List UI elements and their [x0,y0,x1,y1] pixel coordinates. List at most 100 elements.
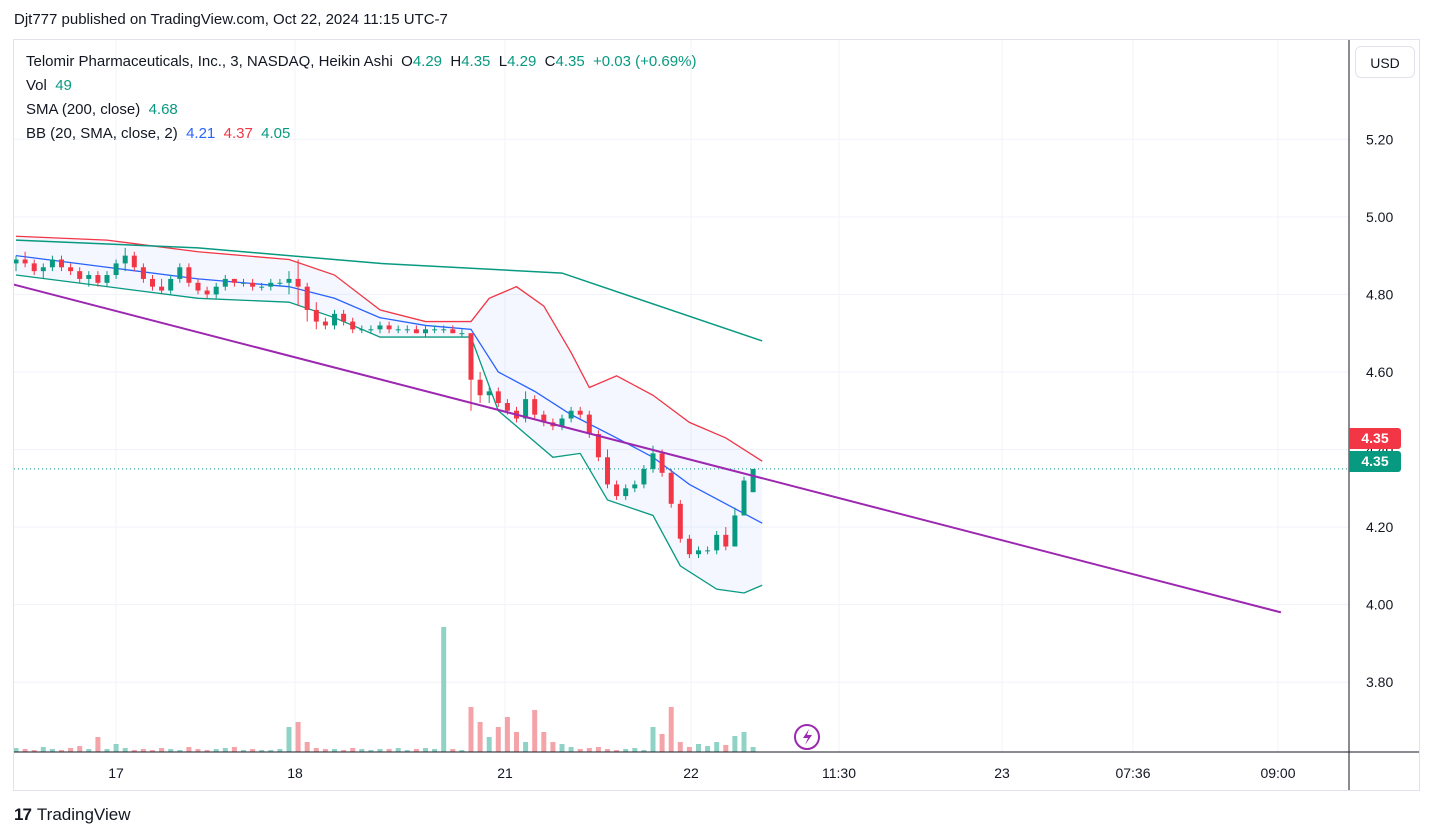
x-tick-label: 22 [683,765,699,781]
volume-bar [705,746,711,752]
volume-bar [159,748,165,752]
low-label: L [498,53,508,70]
candle-body [250,282,256,287]
volume-bar [459,750,465,752]
candle-body [495,391,501,403]
volume-bar [40,747,46,752]
volume-bar [14,748,19,752]
candle-body [350,321,356,330]
candle-body [386,325,392,330]
candle [241,278,246,287]
candle [22,251,28,268]
volume-bar [605,749,610,752]
candle-body [750,468,756,493]
candle [741,476,747,516]
candle-body [359,329,365,331]
candle [222,275,228,291]
candle-body [122,255,128,264]
candle [696,546,701,559]
bb-basis-value: 4.21 [186,125,216,142]
symbol-name: Telomir Pharmaceuticals, Inc., 3, NASDAQ… [26,53,393,70]
bb-lower-line [15,274,763,594]
candle-body [86,275,92,279]
sma-label: SMA (200, close) [26,101,141,118]
candle-body [468,333,474,380]
bb-fill [16,236,763,594]
candle-body [341,313,347,322]
candle [250,278,256,291]
volume-bar [268,750,274,752]
volume-bar [122,748,128,752]
candle [477,371,483,403]
candle [86,271,92,287]
candle [450,325,456,334]
chart-pane[interactable]: 5.20 5.00 4.80 4.60 4.40 4.20 4.00 3.80 17 18 21 22… [13,39,1420,791]
candle [204,286,210,299]
candle-body [404,329,410,331]
bb-label: BB (20, SMA, close, 2) [26,125,178,142]
candle-body [732,515,738,547]
volume-bar [386,749,392,752]
candle [131,251,137,272]
candle [177,263,183,283]
x-tick-label: 09:00 [1260,765,1295,781]
volume-bar [213,749,219,752]
candle [259,282,265,291]
volume-bar [504,717,510,752]
candle-body [186,267,192,283]
y-tick-label: 4.20 [1366,519,1393,535]
close-label: C [544,53,556,70]
volume-bar [31,750,37,752]
high-value: 4.35 [461,53,491,70]
candle-body [140,267,146,279]
candle [286,271,292,295]
candle [40,263,46,279]
candle [568,406,574,423]
volume-bar [686,747,692,752]
sma-value: 4.68 [148,101,178,118]
candle [31,259,37,276]
currency-button[interactable]: USD [1355,46,1415,78]
high-label: H [450,53,462,70]
candle-body [231,278,237,283]
candle-body [677,503,683,539]
volume-bar [277,749,283,752]
y-tick-label: 4.60 [1366,364,1393,380]
volume-bar [559,744,565,752]
candle [68,263,74,276]
candle-body [668,472,674,504]
volume-bar [195,749,201,752]
candle-body [559,418,565,427]
candle [104,271,110,287]
candle [77,267,83,283]
candle-body [641,468,647,485]
volume-bar [350,748,356,752]
candle-body [322,321,328,326]
candle [577,406,583,419]
trendline[interactable] [14,283,1282,614]
candle [714,530,720,555]
candle [705,546,711,555]
candle-body [504,403,510,411]
candle-body [104,275,110,283]
candle [486,387,492,403]
candle [313,302,319,330]
candle [632,480,638,493]
candle-body [204,290,210,295]
tradingview-logo[interactable]: 17 TradingView [14,805,130,825]
candle [495,387,501,407]
candle-body [77,271,83,279]
volume-bar [432,749,438,752]
volume-bar [677,742,683,752]
candle [668,468,674,508]
candle-body [40,267,46,272]
candle-body [568,410,574,419]
volume-bar [95,737,101,752]
volume-bar [486,737,492,752]
volume-bar [204,750,210,752]
candle-body [177,267,183,279]
candle [59,255,64,272]
tradingview-logo-mark: 17 [14,805,32,824]
volume-bar [241,750,246,752]
